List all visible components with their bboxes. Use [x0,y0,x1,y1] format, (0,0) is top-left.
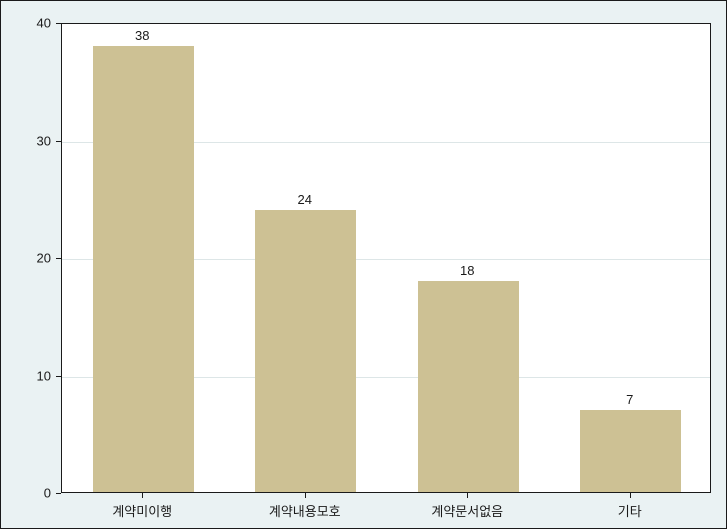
bar [93,46,194,493]
xtick-mark [467,493,468,498]
ytick-label: 30 [1,133,51,148]
xtick-label: 기타 [618,501,642,520]
plot-area [61,23,711,493]
ytick-label: 40 [1,16,51,31]
ytick-label: 20 [1,251,51,266]
bar-chart: 0 10 20 30 40 38 계약미이행 24 계약내용모호 18 계약문서없음 7 기타 [0,0,727,529]
ytick-mark [56,493,61,494]
xtick-label: 계약내용모호 [269,501,341,520]
xtick-mark [305,493,306,498]
ytick-mark [56,141,61,142]
bar [255,210,356,492]
ytick-mark [56,23,61,24]
bar-value-label: 24 [298,192,312,207]
ytick-label: 10 [1,368,51,383]
bar [580,410,681,492]
bar-value-label: 18 [460,263,474,278]
ytick-mark [56,376,61,377]
bar-value-label: 7 [626,392,633,407]
bar [418,281,519,493]
xtick-mark [142,493,143,498]
xtick-label: 계약미이행 [112,501,172,520]
xtick-mark [630,493,631,498]
ytick-mark [56,258,61,259]
bar-value-label: 38 [135,28,149,43]
ytick-label: 0 [1,486,51,501]
xtick-label: 계약문서없음 [431,501,503,520]
